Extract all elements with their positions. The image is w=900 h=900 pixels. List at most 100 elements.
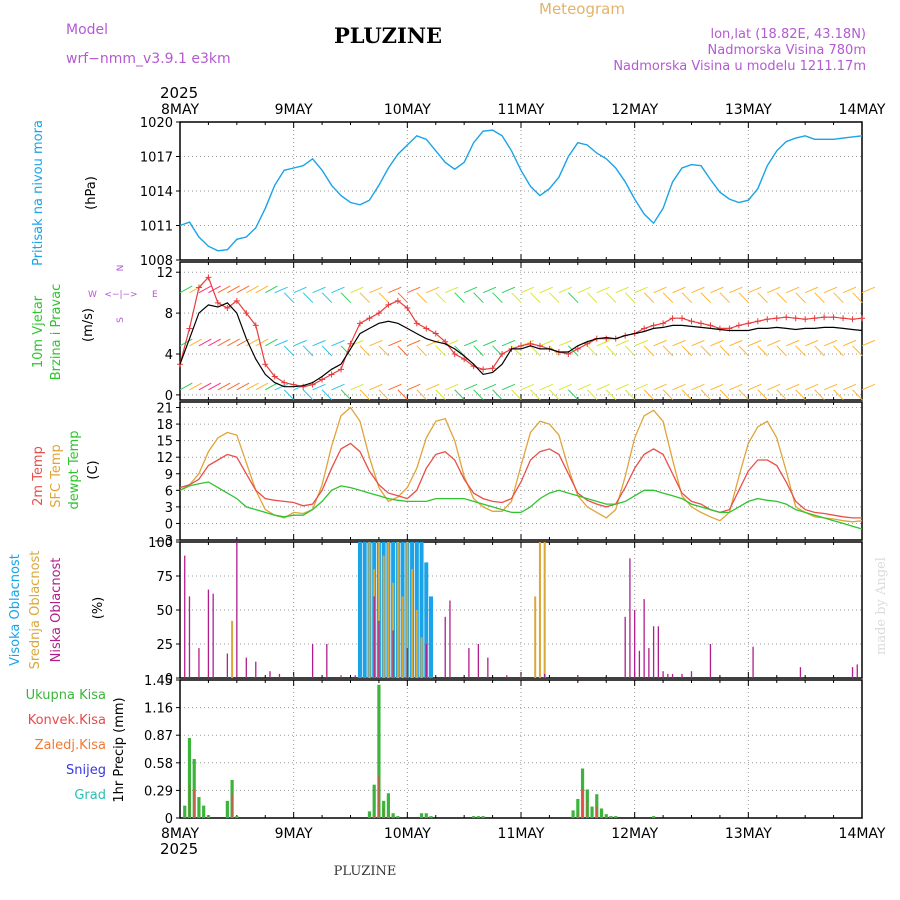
precip-convective-bar [373,816,375,818]
wind-direction-arrow [445,286,459,294]
wind-speed-marker [281,379,288,386]
date-label-top: 14MAY [839,102,886,118]
cloud-low-bar [236,542,238,678]
wind-direction-arrow [814,389,825,401]
wind-direction-arrow [596,339,610,347]
wind-speed-marker [233,297,240,304]
wind-direction-arrow [586,389,598,401]
precip-total-bar [590,806,594,818]
wind-direction-arrow [331,339,345,347]
wind-direction-arrow [198,382,212,391]
wind-direction-arrow [767,286,781,294]
compass-west: W [88,290,97,300]
precip-total-bar [429,816,433,818]
wind-speed-marker [214,299,221,306]
wind-direction-arrow [605,389,617,401]
cloud-low-bar [634,610,636,678]
precip-total-bar [202,805,206,818]
precip-convective-bar [383,808,385,818]
wind-direction-arrow [842,286,857,294]
precip-total-bar [367,811,372,818]
wind-direction-arrow [217,338,231,347]
precip-total-bar [576,798,580,818]
precip-total-bar [372,784,376,818]
date-label-top: 12MAY [611,102,658,118]
cloud-low-bar [856,664,858,678]
precip-convective-bar [577,813,579,818]
wind-direction-arrow [208,382,221,391]
cloud-mid-bar [415,610,418,678]
wind-direction-arrow [350,286,364,294]
wind-speed-marker [319,376,326,383]
wind-direction-arrow [729,339,743,347]
wind-direction-arrow [511,389,522,401]
temperature-ytick-label: 18 [156,418,173,433]
cloud-low-bar [444,616,446,678]
wind-direction-arrow [435,389,446,401]
precip-total-bar [652,816,656,818]
wind-speed-marker [754,318,761,325]
wind-speed-marker [413,320,420,327]
wind-direction-arrow [189,338,202,347]
dewpoint-line [179,481,863,530]
wind-speed-marker [679,315,686,322]
wind-direction-arrow [463,339,478,347]
precip-convective-bar [188,784,191,818]
wind-direction-arrow [236,382,250,391]
wind-direction-arrow [426,286,440,294]
wind-direction-arrow [321,345,333,357]
wind-speed-marker [716,325,723,332]
legend-graupel: Grad [74,788,106,803]
wind-direction-arrow [265,382,278,391]
wind-speed-marker [271,373,278,380]
precip-total-bar [187,738,192,818]
wind-speed-marker [375,310,382,317]
wind-speed-marker [461,356,468,363]
wind-direction-arrow [833,389,844,401]
temperature-ytick-label: 15 [156,435,173,450]
wind-direction-arrow [416,292,427,304]
cloud-low-bar [278,673,281,678]
wind-direction-arrow [558,339,572,347]
cloud-low-bar [577,675,579,678]
product-title: Meteogram [539,0,625,18]
wind-speed-marker [811,315,818,322]
wind-speed-marker [849,316,856,323]
wind-direction-arrow [549,389,560,401]
date-label-top: 10MAY [384,102,431,118]
wind-direction-arrow [511,292,522,304]
wind-direction-arrow [615,383,629,391]
cloud-low-bar [648,648,650,678]
temperature-ytick-label: 9 [165,468,173,483]
wind-speed-marker [243,310,250,317]
wind-speed-marker [792,315,799,322]
cloud-low-bar [667,673,669,678]
wind-direction-arrow [596,383,610,391]
wind-direction-arrow [568,389,579,401]
wind-direction-arrow [586,345,598,357]
wind-direction-arrow [388,383,402,391]
date-label-bottom: 9MAY [275,826,313,842]
wind-direction-arrow [842,339,857,347]
cloud-low-bar [520,675,522,678]
wind-direction-arrow [482,339,497,347]
wind-speed-marker [745,320,752,327]
wind-direction-arrow [350,383,364,391]
compass-east: E [152,290,158,300]
wind-speed-marker [451,351,458,357]
wind-direction-arrow [511,345,522,357]
wind-direction-arrow [397,389,408,401]
cloud-mid-bar [411,569,414,678]
wind-speed-marker [821,314,828,321]
wind-compass: N W <−|−> E S [88,265,158,323]
wind-direction-arrow [321,389,333,401]
wind-direction-arrow [416,389,427,401]
wind-speed-marker [252,322,259,329]
precip-total-bar [604,814,608,818]
wind-direction-arrow [454,292,465,304]
wind-direction-arrow [814,345,825,357]
temperature-ytick-label: 0 [165,517,173,532]
cloud-low-bar [681,673,683,678]
wind-direction-arrow [369,383,383,391]
wind-direction-arrow [416,345,427,357]
